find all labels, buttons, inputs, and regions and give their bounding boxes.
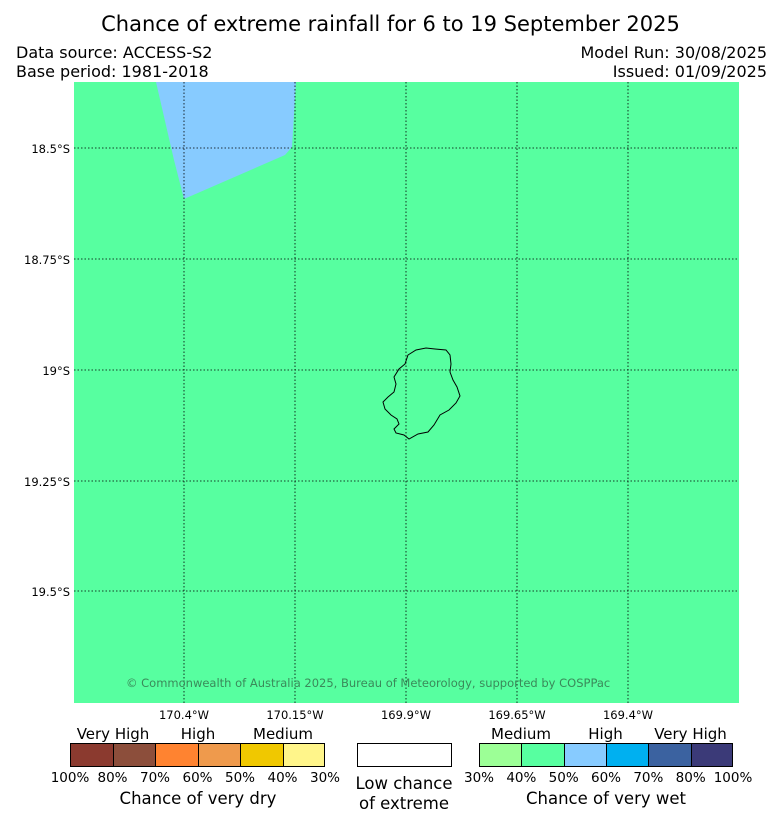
wet-cat-high: High	[588, 725, 623, 743]
dry-pct-label-6: 40%	[267, 770, 298, 786]
dry-cat-medium: Medium	[253, 725, 313, 743]
dry-swatch-5	[240, 743, 283, 767]
wet-pct-label-3: 50%	[548, 770, 579, 786]
dry-swatch-3	[155, 743, 198, 767]
wet-swatch-1	[479, 743, 522, 767]
wet-cat-very-high: Very High	[654, 725, 727, 743]
dry-cat-very-high: Very High	[76, 725, 150, 743]
lat-label-3: 19°S	[42, 364, 70, 378]
gridlines	[74, 82, 739, 703]
dry-swatch-6	[282, 743, 325, 767]
wet-legend-title: Chance of very wet	[526, 789, 686, 808]
dry-cat-high: High	[180, 725, 216, 743]
wet-swatch-5	[648, 743, 691, 767]
high-chance-region	[156, 82, 296, 199]
low-chance-line1: Low chance	[355, 774, 453, 793]
lon-label-5: 169.4°W	[602, 708, 654, 722]
issued-date: Issued: 01/09/2025	[612, 62, 767, 81]
wet-pct-label-4: 60%	[590, 770, 621, 786]
dry-swatch-2	[112, 743, 155, 767]
wet-swatch-2	[521, 743, 564, 767]
lon-label-3: 169.9°W	[380, 708, 432, 722]
rainfall-map[interactable]: © Commonwealth of Australia 2025, Bureau…	[74, 82, 739, 703]
model-run: Model Run: 30/08/2025	[580, 43, 768, 62]
dry-pct-label-2: 80%	[97, 770, 128, 786]
wet-pct-label-5: 70%	[633, 770, 664, 786]
copyright-notice: © Commonwealth of Australia 2025, Bureau…	[126, 676, 610, 690]
wet-swatch-4	[606, 743, 649, 767]
dry-pct-label-4: 60%	[182, 770, 213, 786]
meta-left: Data source: ACCESS-S2 Base period: 1981…	[16, 43, 212, 81]
low-chance-label: Low chance of extreme	[345, 774, 463, 814]
dry-pct-label-7: 30%	[309, 770, 340, 786]
map-background	[74, 82, 739, 703]
lat-label-1: 18.5°S	[31, 142, 70, 156]
low-chance-swatch	[357, 743, 452, 767]
wet-swatch-6	[690, 743, 733, 767]
wet-cat-medium: Medium	[491, 725, 551, 743]
lat-label-2: 18.75°S	[24, 253, 70, 267]
lon-label-2: 170.15°W	[266, 708, 324, 722]
base-period: Base period: 1981-2018	[16, 62, 209, 81]
wet-pct-label-1: 30%	[463, 770, 494, 786]
lon-label-4: 169.65°W	[488, 708, 546, 722]
dry-swatch-1	[70, 743, 113, 767]
lon-label-1: 170.4°W	[158, 708, 210, 722]
dry-pct-label-5: 50%	[224, 770, 255, 786]
niue-island-outline	[382, 347, 461, 440]
lat-label-4: 19.25°S	[24, 475, 70, 489]
wet-pct-label-6: 80%	[675, 770, 706, 786]
lat-label-5: 19.5°S	[31, 585, 70, 599]
dry-pct-label-1: 100%	[50, 770, 90, 786]
map-title: Chance of extreme rainfall for 6 to 19 S…	[101, 12, 680, 36]
meta-right: Model Run: 30/08/2025 Issued: 01/09/2025	[581, 43, 768, 81]
dry-swatch-4	[197, 743, 240, 767]
low-chance-line2: of extreme	[358, 794, 450, 813]
data-source: Data source: ACCESS-S2	[16, 43, 213, 62]
dry-legend-title: Chance of very dry	[119, 789, 277, 808]
wet-swatch-3	[563, 743, 606, 767]
dry-pct-label-3: 70%	[139, 770, 170, 786]
wet-pct-label-7: 100%	[713, 770, 753, 786]
wet-pct-label-2: 40%	[506, 770, 537, 786]
